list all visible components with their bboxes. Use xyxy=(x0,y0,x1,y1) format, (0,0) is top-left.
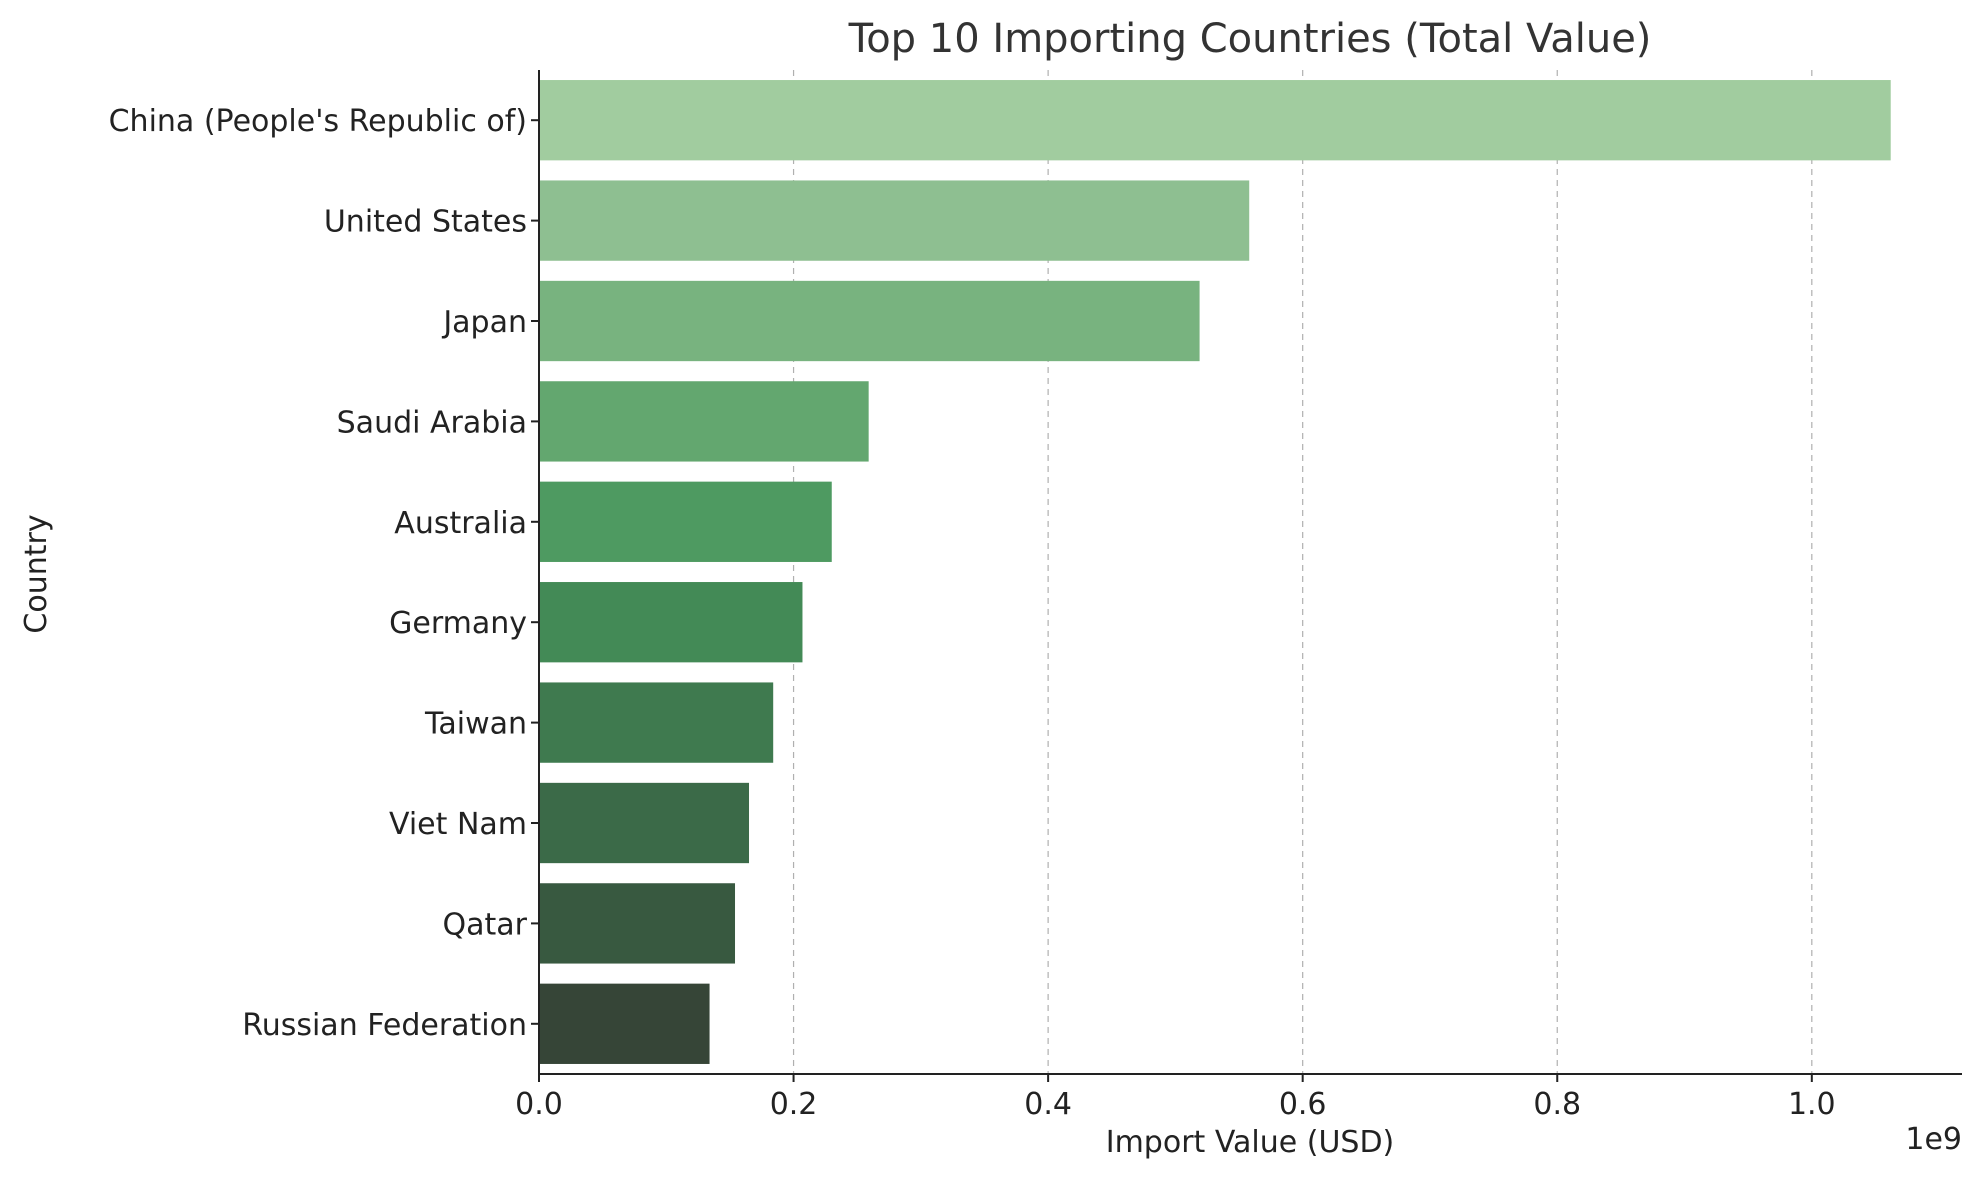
x-tick-label: 0.0 xyxy=(515,1087,563,1122)
y-axis-label: Country xyxy=(19,514,54,633)
bar xyxy=(539,782,750,864)
bars xyxy=(539,80,1891,1064)
bar xyxy=(539,381,869,462)
x-tick-label: 0.6 xyxy=(1279,1087,1327,1122)
x-axis-label: Import Value (USD) xyxy=(1106,1125,1395,1160)
y-tick-label: Australia xyxy=(394,506,527,541)
y-tick-label: United States xyxy=(324,205,527,240)
x-tick-label: 1.0 xyxy=(1788,1087,1836,1122)
y-tick-label: Russian Federation xyxy=(242,1008,527,1043)
x-ticks: 0.0 0.2 0.4 0.6 0.8 1.0 xyxy=(515,1074,1836,1122)
x-axis-offset-text: 1e9 xyxy=(1905,1122,1962,1157)
axes xyxy=(538,70,1962,1075)
y-tick-label: China (People's Republic of) xyxy=(109,104,527,139)
y-ticks: China (People's Republic of) United State… xyxy=(109,104,539,1043)
chart-title: Top 10 Importing Countries (Total Value) xyxy=(848,16,1652,62)
bar xyxy=(539,180,1250,261)
bar xyxy=(539,481,832,562)
y-tick-label: Qatar xyxy=(443,907,528,942)
bar xyxy=(539,80,1891,161)
y-tick-label: Saudi Arabia xyxy=(337,405,527,440)
y-tick-label: Germany xyxy=(389,606,527,641)
bar xyxy=(539,682,774,763)
bar xyxy=(539,582,803,663)
bar xyxy=(539,883,736,964)
bar xyxy=(539,280,1200,362)
x-tick-label: 0.2 xyxy=(770,1087,818,1122)
y-tick-label: Taiwan xyxy=(424,707,527,742)
x-tick-label: 0.8 xyxy=(1533,1087,1581,1122)
y-tick-label: Japan xyxy=(441,305,527,340)
x-tick-label: 0.4 xyxy=(1024,1087,1072,1122)
bar xyxy=(539,983,710,1064)
y-tick-label: Viet Nam xyxy=(389,807,527,842)
